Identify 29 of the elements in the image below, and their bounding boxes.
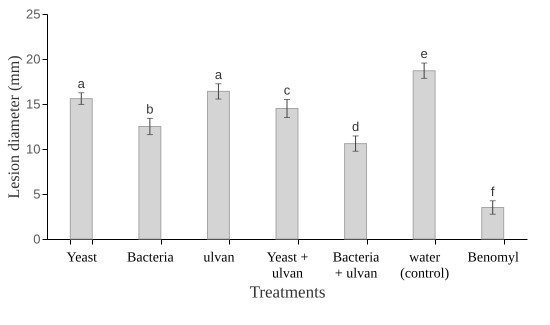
x-tick-label: ulvan bbox=[203, 250, 234, 266]
y-tick-label: 20 bbox=[26, 52, 40, 66]
y-tick-label: 5 bbox=[33, 186, 40, 202]
bar bbox=[276, 108, 298, 240]
x-tick-label: Yeast bbox=[66, 250, 98, 266]
bar bbox=[481, 207, 504, 240]
annotation: c bbox=[284, 82, 291, 98]
bar bbox=[412, 70, 436, 240]
annotation: a bbox=[214, 66, 223, 82]
bar bbox=[206, 90, 230, 240]
annotation: a bbox=[78, 76, 86, 91]
x-tick-label: Benomyl bbox=[468, 250, 519, 266]
annotation: e bbox=[420, 46, 428, 62]
y-tick-label: 15 bbox=[26, 96, 40, 112]
x-tick-label: Yeast + ulvan bbox=[266, 250, 309, 282]
x-tick-label: water (control) bbox=[400, 250, 450, 282]
annotation: d bbox=[352, 118, 360, 134]
annotation: b bbox=[146, 101, 154, 116]
x-axis-title: Treatments bbox=[250, 282, 326, 302]
annotation: f bbox=[490, 184, 495, 199]
x-tick-label: Bacteria bbox=[127, 250, 174, 266]
x-tick-label: Bacteria + ulvan bbox=[332, 250, 380, 282]
bar bbox=[70, 98, 93, 240]
y-axis-title: Lesion diameter (mm) bbox=[6, 55, 24, 199]
bar bbox=[344, 143, 368, 240]
bar bbox=[138, 126, 162, 240]
y-tick-label: 25 bbox=[26, 6, 40, 22]
y-tick-label: 10 bbox=[26, 142, 40, 156]
y-tick-label: 0 bbox=[33, 232, 40, 246]
